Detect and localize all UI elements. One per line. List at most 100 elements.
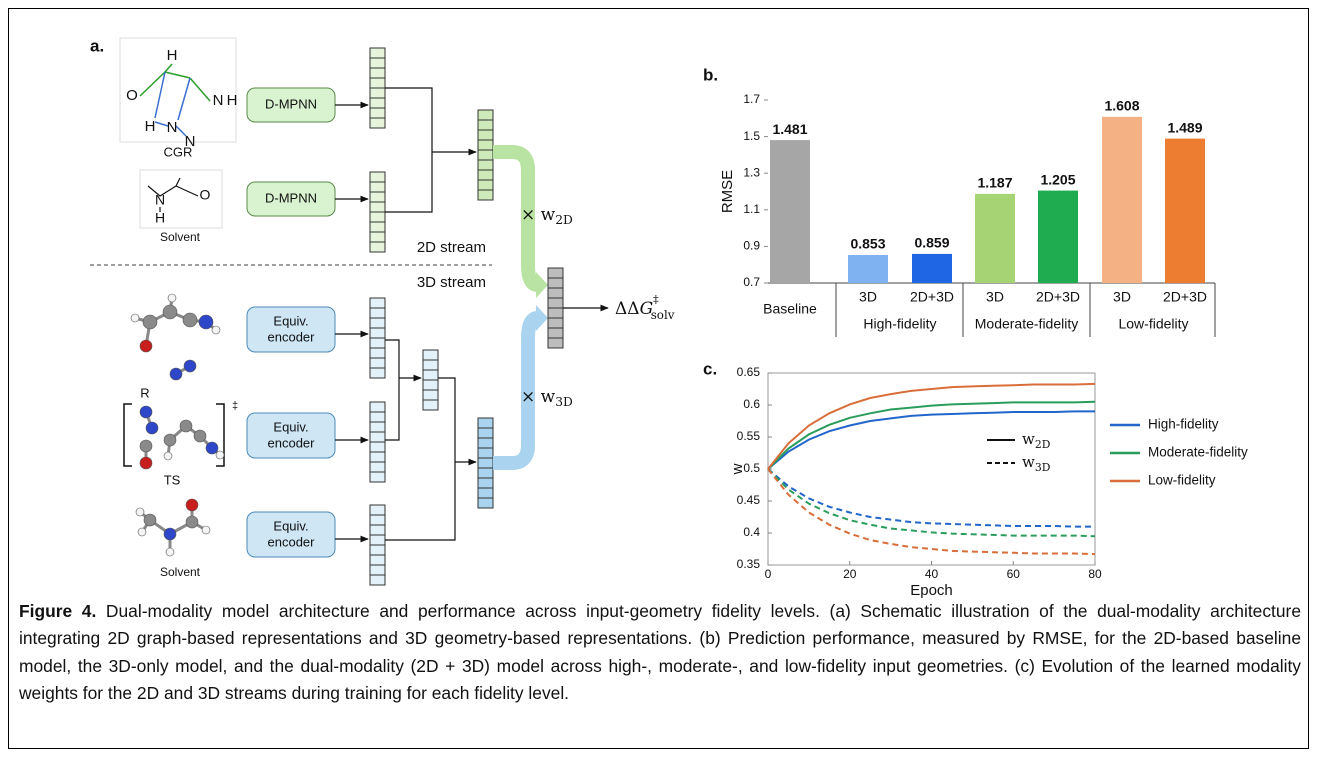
molecule-caption: Solvent bbox=[160, 565, 201, 579]
axis-title: Epoch bbox=[910, 582, 953, 598]
atom bbox=[140, 406, 152, 418]
axis-title: w bbox=[729, 463, 746, 475]
bar bbox=[1165, 139, 1205, 283]
atom bbox=[202, 526, 210, 534]
encoder-label: encoder bbox=[268, 534, 316, 549]
vector-cell bbox=[478, 190, 493, 200]
molecule-caption: TS bbox=[164, 472, 181, 487]
vector-cell bbox=[370, 368, 385, 378]
math-text: w bbox=[1022, 430, 1035, 448]
atom-label: O bbox=[126, 87, 138, 104]
vector-cell bbox=[423, 350, 438, 360]
x-tick-label: 40 bbox=[925, 567, 939, 581]
vector-cell bbox=[423, 400, 438, 410]
vector-cell bbox=[548, 278, 563, 288]
vector-cell bbox=[370, 575, 385, 585]
vector-cell bbox=[548, 268, 563, 278]
math-label: w3D bbox=[1022, 453, 1051, 474]
bond bbox=[178, 78, 190, 120]
vector-cell bbox=[370, 242, 385, 252]
vector-cell bbox=[370, 222, 385, 232]
y-tick-label: 1.3 bbox=[743, 165, 760, 179]
atom bbox=[138, 528, 146, 536]
vector-cell bbox=[478, 130, 493, 140]
panel-label: a. bbox=[90, 36, 104, 55]
atom-label: O bbox=[200, 187, 211, 203]
x-tick-label: Baseline bbox=[763, 301, 817, 317]
vector-cell bbox=[478, 140, 493, 150]
atom bbox=[166, 548, 174, 556]
legend-label: High-fidelity bbox=[1148, 417, 1219, 432]
ribbon-head bbox=[536, 305, 548, 331]
connector bbox=[124, 404, 132, 466]
vector-cell bbox=[423, 390, 438, 400]
image-caption: CGR bbox=[164, 144, 193, 159]
math-text: w bbox=[1022, 453, 1035, 471]
vector-cell bbox=[370, 202, 385, 212]
atom-label: N bbox=[167, 119, 178, 136]
vector-cell bbox=[370, 432, 385, 442]
group-label: Low-fidelity bbox=[1118, 316, 1188, 332]
atom bbox=[163, 305, 177, 319]
vector-cell bbox=[478, 478, 493, 488]
atom bbox=[146, 422, 158, 434]
atom bbox=[164, 434, 176, 446]
atom-label: H bbox=[145, 118, 156, 135]
vector-cell bbox=[478, 110, 493, 120]
math-label: w2D bbox=[1022, 430, 1051, 451]
vector-cell bbox=[370, 442, 385, 452]
bond bbox=[190, 78, 210, 101]
atom bbox=[180, 420, 192, 432]
vector-cell bbox=[478, 428, 493, 438]
math-text: ΔΔ bbox=[615, 299, 640, 319]
connector bbox=[385, 378, 455, 540]
bond bbox=[165, 72, 190, 78]
y-tick-label: 0.45 bbox=[737, 493, 761, 507]
group-label: High-fidelity bbox=[863, 316, 936, 332]
atom bbox=[164, 452, 172, 460]
vector-cell bbox=[478, 458, 493, 468]
math-label: × w2D bbox=[521, 205, 573, 227]
atom bbox=[164, 528, 176, 540]
series-line bbox=[768, 384, 1095, 469]
math-label: ΔΔG‡solv bbox=[615, 293, 675, 322]
superscript: ‡ bbox=[653, 293, 659, 306]
atom bbox=[131, 314, 139, 322]
caption-label: Figure 4. bbox=[19, 601, 96, 621]
vector-cell bbox=[370, 78, 385, 88]
vector-cell bbox=[370, 555, 385, 565]
value-label: 1.481 bbox=[772, 121, 807, 137]
group-label: Moderate-fidelity bbox=[975, 316, 1079, 332]
atom bbox=[143, 315, 157, 329]
vector-cell bbox=[548, 288, 563, 298]
vector-cell bbox=[370, 298, 385, 308]
atom bbox=[186, 516, 198, 528]
encoder-label: encoder bbox=[268, 435, 316, 450]
vector-cell bbox=[548, 308, 563, 318]
vector-cell bbox=[370, 338, 385, 348]
vector-cell bbox=[478, 120, 493, 130]
value-label: 1.489 bbox=[1167, 119, 1202, 135]
math-text: × w bbox=[521, 387, 556, 407]
vector-cell bbox=[548, 318, 563, 328]
vector-cell bbox=[370, 412, 385, 422]
bond bbox=[155, 72, 165, 118]
atom-label: H bbox=[167, 47, 178, 64]
x-tick-label: 3D bbox=[986, 289, 1004, 305]
y-tick-label: 0.65 bbox=[737, 365, 761, 379]
vector-cell bbox=[370, 525, 385, 535]
atom bbox=[199, 315, 213, 329]
atom bbox=[170, 368, 182, 380]
vector-cell bbox=[370, 452, 385, 462]
vector-cell bbox=[370, 328, 385, 338]
x-tick-label: 2D+3D bbox=[1163, 289, 1207, 305]
bar bbox=[1038, 191, 1078, 283]
value-label: 1.205 bbox=[1040, 171, 1075, 187]
encoder-label: Equiv. bbox=[273, 419, 308, 434]
connector bbox=[176, 178, 180, 186]
vector-cell bbox=[548, 298, 563, 308]
vector-cell bbox=[478, 418, 493, 428]
encoder-label: D-MPNN bbox=[265, 190, 317, 205]
vector-cell bbox=[370, 108, 385, 118]
vector-cell bbox=[548, 338, 563, 348]
